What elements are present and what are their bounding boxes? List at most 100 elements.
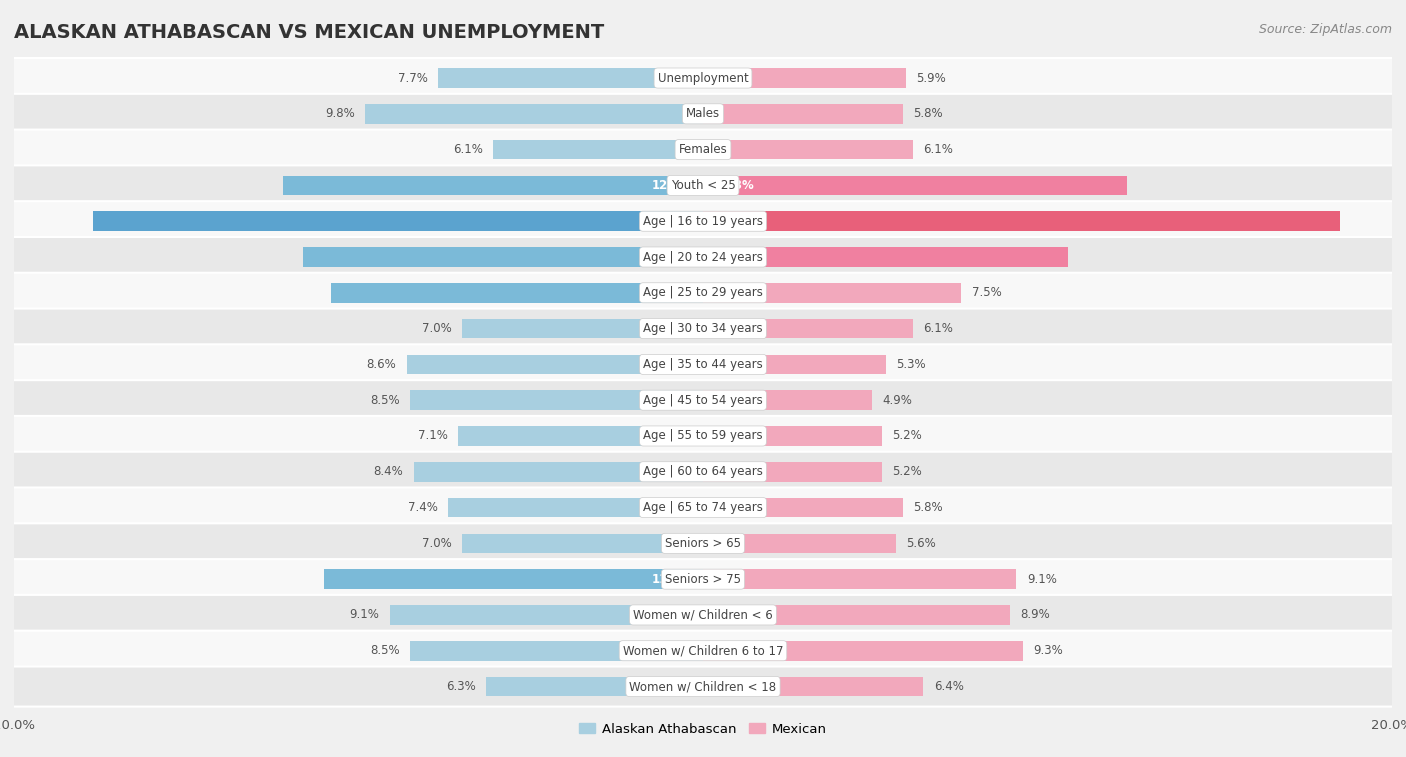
Text: Seniors > 75: Seniors > 75 [665,572,741,586]
Text: 11.0%: 11.0% [652,572,693,586]
Text: 9.8%: 9.8% [325,107,356,120]
FancyBboxPatch shape [8,666,1398,706]
Bar [703,104,903,123]
Bar [703,677,924,696]
Bar [703,391,872,410]
Bar [703,211,1340,231]
FancyBboxPatch shape [8,309,1398,349]
Bar [703,176,1126,195]
Bar [449,497,703,517]
Legend: Alaskan Athabascan, Mexican: Alaskan Athabascan, Mexican [574,718,832,741]
Bar [703,140,912,160]
Text: 8.5%: 8.5% [370,644,399,657]
Text: 6.1%: 6.1% [924,322,953,335]
Bar [304,248,703,267]
Text: 7.0%: 7.0% [422,537,451,550]
Text: 7.5%: 7.5% [972,286,1001,299]
Text: Age | 45 to 54 years: Age | 45 to 54 years [643,394,763,407]
Bar [703,462,882,481]
FancyBboxPatch shape [8,94,1398,134]
Text: Women w/ Children < 18: Women w/ Children < 18 [630,680,776,693]
Text: 4.9%: 4.9% [882,394,912,407]
Bar [461,319,703,338]
Text: Age | 16 to 19 years: Age | 16 to 19 years [643,215,763,228]
Bar [283,176,703,195]
Text: 12.3%: 12.3% [713,179,754,192]
Text: Males: Males [686,107,720,120]
Text: 5.8%: 5.8% [912,501,943,514]
Text: 7.1%: 7.1% [418,429,449,443]
Text: 9.3%: 9.3% [1033,644,1063,657]
Bar [330,283,703,303]
Text: 5.3%: 5.3% [896,358,925,371]
Text: 6.3%: 6.3% [446,680,475,693]
Text: 10.8%: 10.8% [652,286,693,299]
Bar [406,354,703,374]
Bar [437,68,703,88]
FancyBboxPatch shape [8,58,1398,98]
FancyBboxPatch shape [8,273,1398,313]
Text: 5.2%: 5.2% [893,429,922,443]
Text: 7.0%: 7.0% [422,322,451,335]
Bar [703,497,903,517]
FancyBboxPatch shape [8,523,1398,563]
Bar [413,462,703,481]
Bar [461,534,703,553]
FancyBboxPatch shape [8,488,1398,528]
Text: Unemployment: Unemployment [658,72,748,85]
Bar [411,641,703,661]
Text: 18.5%: 18.5% [713,215,755,228]
Text: 11.6%: 11.6% [652,251,693,263]
Text: Women w/ Children < 6: Women w/ Children < 6 [633,609,773,621]
Text: 6.1%: 6.1% [924,143,953,156]
Text: 5.9%: 5.9% [917,72,946,85]
Bar [703,569,1017,589]
FancyBboxPatch shape [8,344,1398,385]
Text: 9.1%: 9.1% [349,609,380,621]
Bar [703,68,907,88]
FancyBboxPatch shape [8,165,1398,205]
Bar [703,641,1024,661]
Bar [703,426,882,446]
Text: 10.6%: 10.6% [713,251,754,263]
FancyBboxPatch shape [8,237,1398,277]
Text: 8.5%: 8.5% [370,394,399,407]
Bar [366,104,703,123]
Bar [389,605,703,625]
FancyBboxPatch shape [8,559,1398,600]
FancyBboxPatch shape [8,452,1398,492]
Text: 17.7%: 17.7% [652,215,693,228]
Text: Age | 60 to 64 years: Age | 60 to 64 years [643,466,763,478]
Text: Age | 25 to 29 years: Age | 25 to 29 years [643,286,763,299]
Bar [703,283,962,303]
Text: Source: ZipAtlas.com: Source: ZipAtlas.com [1258,23,1392,36]
Bar [703,605,1010,625]
FancyBboxPatch shape [8,595,1398,635]
Text: 8.4%: 8.4% [374,466,404,478]
Text: 5.8%: 5.8% [912,107,943,120]
Text: Age | 65 to 74 years: Age | 65 to 74 years [643,501,763,514]
Bar [703,319,912,338]
Text: ALASKAN ATHABASCAN VS MEXICAN UNEMPLOYMENT: ALASKAN ATHABASCAN VS MEXICAN UNEMPLOYME… [14,23,605,42]
Text: Females: Females [679,143,727,156]
Bar [93,211,703,231]
Bar [323,569,703,589]
FancyBboxPatch shape [8,380,1398,420]
FancyBboxPatch shape [8,416,1398,456]
Text: Seniors > 65: Seniors > 65 [665,537,741,550]
Text: 6.4%: 6.4% [934,680,963,693]
Text: 5.2%: 5.2% [893,466,922,478]
Text: 7.4%: 7.4% [408,501,437,514]
Bar [703,354,886,374]
Bar [458,426,703,446]
Text: Age | 30 to 34 years: Age | 30 to 34 years [643,322,763,335]
Text: Age | 35 to 44 years: Age | 35 to 44 years [643,358,763,371]
Text: Age | 55 to 59 years: Age | 55 to 59 years [643,429,763,443]
Text: Youth < 25: Youth < 25 [671,179,735,192]
Text: 9.1%: 9.1% [1026,572,1057,586]
FancyBboxPatch shape [8,129,1398,170]
Bar [703,248,1069,267]
Text: 7.7%: 7.7% [398,72,427,85]
Text: Age | 20 to 24 years: Age | 20 to 24 years [643,251,763,263]
Text: 6.1%: 6.1% [453,143,482,156]
